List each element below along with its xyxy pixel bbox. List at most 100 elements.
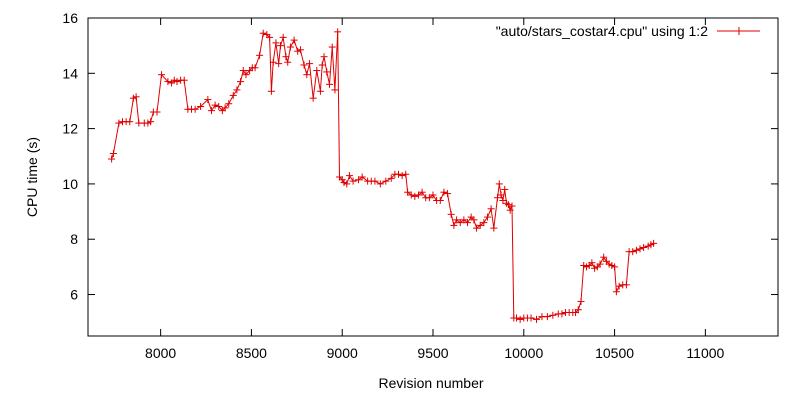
data-point (215, 102, 223, 110)
data-point (229, 91, 237, 99)
data-point (464, 219, 471, 227)
data-point (460, 216, 468, 224)
data-point (506, 206, 514, 214)
x-tick-label: 9000 (327, 345, 358, 361)
x-tick-label: 9500 (417, 345, 448, 361)
data-point (611, 263, 619, 271)
data-point (612, 288, 620, 296)
data-point (429, 191, 437, 199)
data-point (221, 104, 229, 112)
data-point (269, 58, 277, 66)
y-tick-label: 16 (62, 10, 78, 26)
data-point (622, 281, 630, 289)
data-point (191, 105, 199, 113)
data-point (233, 86, 241, 94)
data-point (574, 306, 582, 314)
data-point (414, 191, 422, 199)
data-point (407, 191, 415, 199)
data-point (334, 28, 342, 36)
data-point (343, 180, 351, 188)
data-point (398, 172, 406, 180)
data-point (487, 205, 495, 213)
y-ticks: 6 8 10 12 14 16 (62, 10, 778, 303)
data-point (588, 259, 596, 267)
data-point (395, 170, 402, 178)
data-point (266, 33, 274, 41)
data-point (316, 87, 324, 95)
data-point (596, 260, 604, 268)
data-point (320, 53, 328, 61)
data-point (527, 314, 535, 322)
series-layer (108, 28, 658, 323)
x-ticks: 8000 8500 9000 9500 10000 10500 11000 (145, 18, 725, 361)
data-point (126, 118, 134, 126)
data-point (306, 60, 314, 68)
data-point (600, 253, 608, 261)
data-point (497, 191, 505, 199)
legend-marker (735, 27, 743, 35)
data-point (259, 29, 267, 37)
data-point (495, 180, 503, 188)
data-point (411, 192, 419, 200)
x-tick-label: 10500 (595, 345, 634, 361)
data-point (404, 188, 412, 196)
data-point (326, 80, 333, 88)
data-point (440, 188, 448, 196)
y-tick-label: 14 (62, 65, 78, 81)
data-point (483, 213, 491, 221)
data-point (382, 177, 390, 185)
data-point (349, 177, 357, 185)
data-point (503, 199, 511, 207)
data-point (444, 190, 452, 198)
data-point (453, 216, 461, 224)
data-point (355, 176, 363, 184)
data-point (476, 221, 484, 229)
data-point (173, 78, 181, 86)
data-point (207, 107, 215, 115)
data-point (418, 188, 426, 196)
plot-frame (87, 17, 779, 337)
y-tick-label: 12 (62, 121, 78, 137)
data-point (447, 210, 455, 218)
data-point (313, 67, 321, 75)
data-point (225, 100, 233, 108)
data-point (290, 36, 298, 44)
y-tick-label: 6 (70, 287, 78, 303)
data-point (558, 310, 566, 318)
data-point (456, 219, 464, 227)
data-point (153, 108, 161, 116)
data-point (450, 221, 458, 229)
data-point (284, 58, 292, 66)
data-point (436, 197, 444, 205)
data-point (632, 246, 640, 254)
data-point (147, 118, 155, 126)
data-point (211, 101, 219, 109)
data-point (501, 185, 509, 193)
data-point (267, 87, 275, 95)
data-point (204, 96, 212, 104)
data-point (513, 314, 521, 322)
data-point (132, 93, 140, 101)
y-tick-label: 10 (62, 176, 78, 192)
data-point (345, 172, 353, 180)
data-point (499, 197, 507, 205)
data-point (282, 53, 290, 61)
data-point (323, 68, 331, 76)
x-tick-label: 8500 (236, 345, 267, 361)
y-tick-label: 8 (70, 231, 78, 247)
legend-label: "auto/stars_costar4.cpu" using 1:2 (496, 23, 708, 39)
x-tick-label: 11000 (686, 345, 724, 361)
data-point (286, 43, 294, 51)
series-line (111, 31, 654, 320)
legend: "auto/stars_costar4.cpu" using 1:2 (496, 23, 760, 39)
data-point (473, 224, 481, 232)
data-point (533, 315, 540, 323)
x-tick-label: 8000 (145, 345, 176, 361)
data-point (470, 216, 478, 224)
series-markers (108, 28, 658, 323)
data-point (549, 311, 557, 319)
data-point (629, 248, 637, 256)
data-point (376, 180, 384, 188)
data-point (239, 67, 247, 75)
